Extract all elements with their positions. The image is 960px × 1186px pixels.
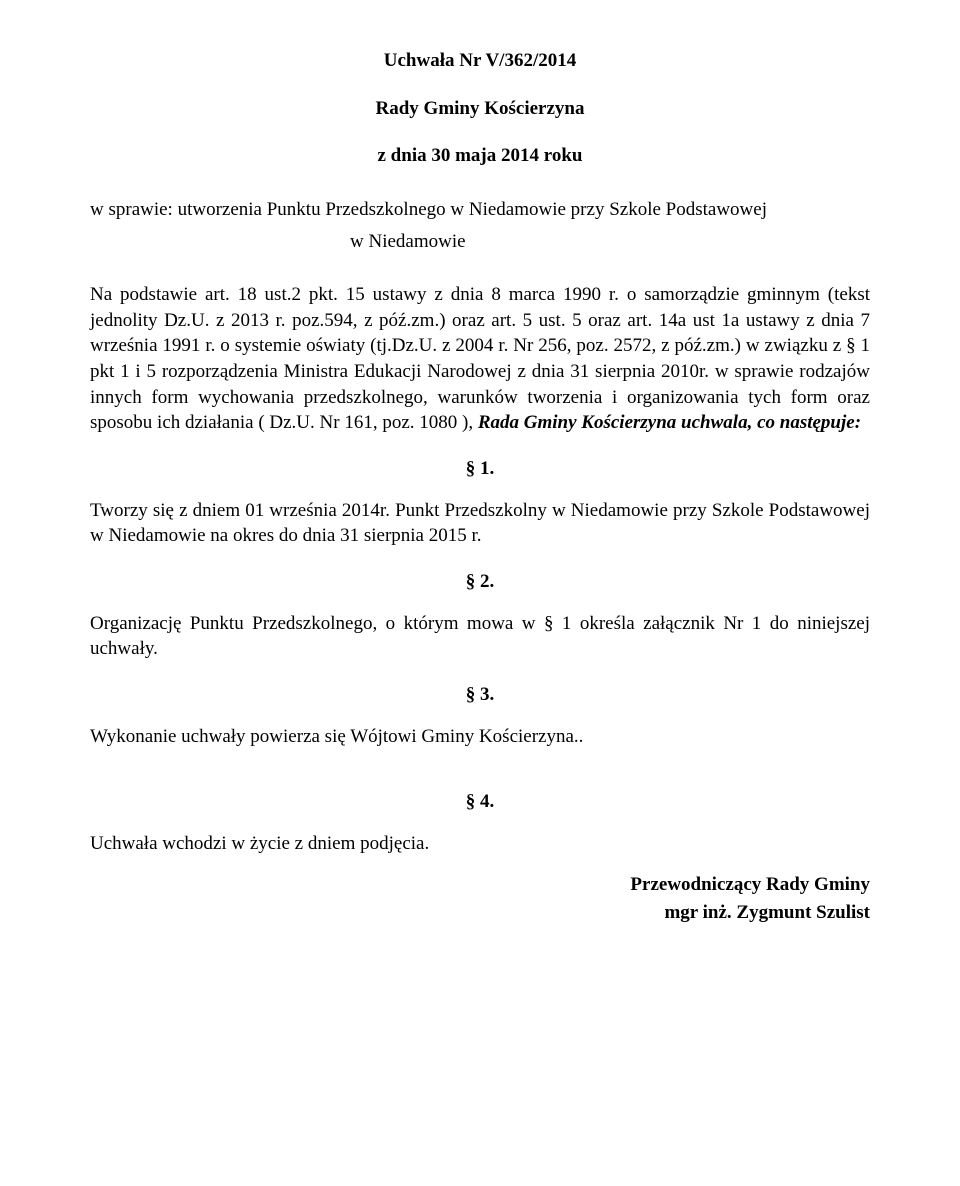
section-3-number: § 3. [90,682,870,708]
section-1-number: § 1. [90,456,870,482]
legal-basis-paragraph: Na podstawie art. 18 ust.2 pkt. 15 ustaw… [90,282,870,436]
document-header: Uchwała Nr V/362/2014 Rady Gminy Kościer… [90,48,870,169]
resolves-clause: Rada Gminy Kościerzyna uchwala, co nastę… [478,412,861,433]
title-line-2: Rady Gminy Kościerzyna [90,96,870,122]
signature-block: Przewodniczący Rady Gminy mgr inż. Zygmu… [90,872,870,925]
section-4-text: Uchwała wchodzi w życie z dniem podjęcia… [90,831,870,857]
section-2-number: § 2. [90,569,870,595]
title-line-3: z dnia 30 maja 2014 roku [90,143,870,169]
signature-title: Przewodniczący Rady Gminy [90,872,870,898]
section-3-text: Wykonanie uchwały powierza się Wójtowi G… [90,724,870,750]
section-2-text: Organizację Punktu Przedszkolnego, o któ… [90,611,870,662]
section-4-number: § 4. [90,789,870,815]
signature-name: mgr inż. Zygmunt Szulist [90,900,870,926]
subject-line-2: w Niedamowie [90,229,870,255]
title-line-1: Uchwała Nr V/362/2014 [90,48,870,74]
section-1-text: Tworzy się z dniem 01 września 2014r. Pu… [90,498,870,549]
subject-line-1: w sprawie: utworzenia Punktu Przedszkoln… [90,197,870,223]
